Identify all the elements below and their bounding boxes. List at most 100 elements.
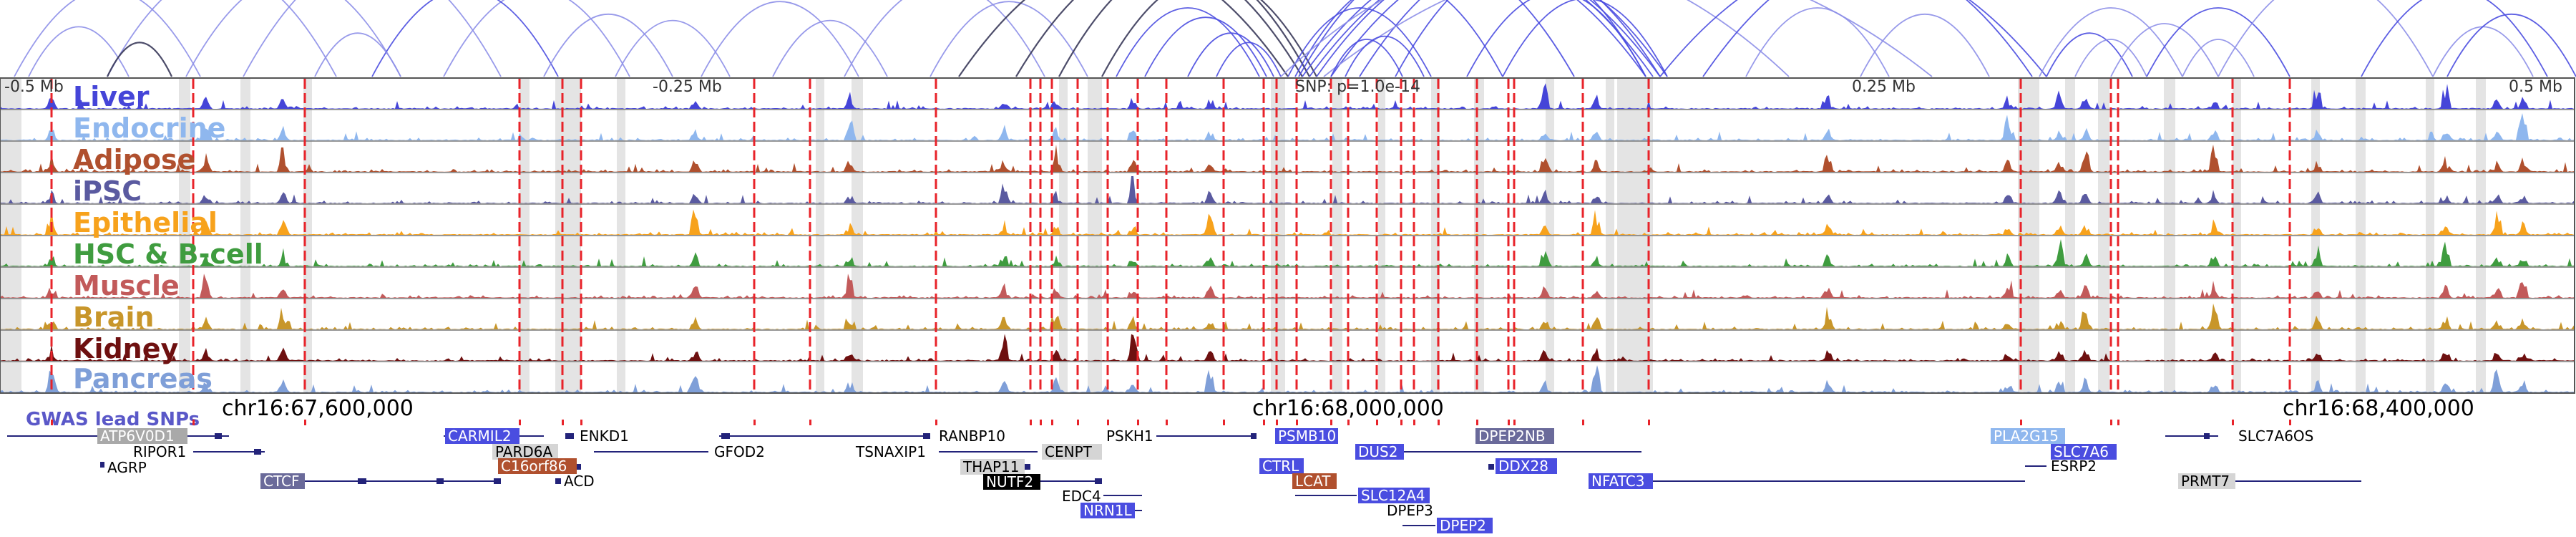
interaction-arc (1101, 0, 1317, 77)
gene-DPEP2NB[interactable]: DPEP2NB (1475, 427, 1554, 445)
interaction-arc (1287, 7, 1432, 77)
gene-mark (1488, 464, 1494, 470)
gene-label: NFATC3 (1591, 473, 1645, 490)
gene-RIPOR1[interactable]: RIPOR1 (133, 443, 186, 460)
gene-label: RIPOR1 (133, 443, 186, 460)
gene-ACD[interactable]: ACD (555, 473, 595, 490)
gene-NFATC3[interactable]: NFATC3 (1589, 473, 2025, 490)
gene-label-box (1589, 473, 1653, 489)
gene-label: THAP11 (962, 458, 1019, 475)
gene-label: SLC7A6 (2054, 443, 2109, 460)
gene-SLC12A4[interactable]: SLC12A4 (1295, 487, 1430, 504)
gene-PSMB10[interactable]: PSMB10 (1275, 427, 1338, 445)
interaction-arc (371, 0, 559, 77)
gene-label-box (260, 473, 305, 489)
gene-CARMIL2[interactable]: CARMIL2 (445, 427, 519, 445)
gene-EDC4[interactable]: EDC4 (1062, 488, 1142, 505)
gene-LCAT[interactable]: LCAT (1292, 473, 1337, 490)
gwas-snp-mark (1223, 420, 1225, 425)
interaction-arc (28, 26, 130, 77)
gwas-snp-mark (562, 420, 564, 425)
track-label-kidney: Kidney (73, 333, 178, 364)
gwas-snp-mark (2110, 420, 2112, 425)
interaction-arc (1187, 32, 1274, 77)
gwas-snp-mark (809, 420, 811, 425)
gene-label-box (1991, 428, 2065, 444)
interaction-arc (1745, 7, 1890, 77)
gene-label-box (1275, 428, 1338, 444)
interaction-arc (1302, 0, 1646, 77)
gwas-snp-mark (1263, 420, 1265, 425)
gene-label: CTRL (1262, 458, 1299, 475)
gwas-snp-mark (1276, 420, 1278, 425)
gene-label: DPEP3 (1387, 502, 1433, 519)
interaction-arc (543, 13, 673, 77)
gene-NRN1L[interactable]: NRN1L (1080, 502, 1142, 519)
gene-C16orf86[interactable]: C16orf86 (498, 458, 581, 475)
gene-mark (1095, 478, 1102, 484)
gene-label-box (1496, 458, 1557, 474)
gene-label-box (1358, 488, 1430, 503)
gwas-snp-mark (304, 420, 306, 425)
axis-tick-label: 0.5 Mb (2509, 78, 2562, 96)
gene-CTCF[interactable]: CTCF (260, 473, 305, 490)
gene-label-box (1475, 428, 1554, 444)
signal-track-pancreas (0, 365, 2575, 392)
gene-GFOD2[interactable]: GFOD2 (714, 443, 765, 460)
gene-label-box (960, 459, 1025, 475)
gene-PARD6A[interactable]: PARD6A (492, 443, 558, 460)
interaction-arcs-panel (14, 0, 2576, 77)
gene-label-box (2178, 473, 2235, 489)
gene-DPEP2[interactable]: DPEP2 (1402, 517, 1493, 534)
interaction-arc (1466, 0, 1646, 77)
gene-PLA2G15[interactable]: PLA2G15 (1991, 427, 2065, 445)
track-label-ipsc: iPSC (73, 175, 142, 207)
gwas-snp-mark (51, 420, 53, 425)
gene-AGRP[interactable]: AGRP (100, 459, 147, 476)
gene-TSNAXIP1[interactable]: TSNAXIP1 (855, 443, 1038, 460)
gene-SLC7A6[interactable]: SLC7A6 (2051, 443, 2117, 460)
gene-PSKH1[interactable]: PSKH1 (1106, 427, 1257, 445)
gwas-snp-mark (1438, 420, 1440, 425)
gwas-snp-mark (1648, 420, 1650, 425)
gene-CENPT[interactable]: CENPT (1042, 443, 1102, 460)
gene-PRMT7[interactable]: PRMT7 (2178, 473, 2361, 490)
track-label-muscle: Muscle (73, 270, 180, 301)
signal-track-liver (0, 83, 2575, 109)
gene-ENKD1[interactable]: ENKD1 (565, 427, 629, 445)
axis-tick-label: 0.25 Mb (1852, 78, 1916, 96)
gwas-snp-mark (1400, 420, 1402, 425)
gwas-snp-mark (1077, 420, 1079, 425)
gene-label-box (1437, 518, 1493, 533)
interaction-arc (1298, 0, 1575, 77)
track-label-adipose: Adipose (73, 144, 195, 175)
interaction-arc (1309, 0, 1661, 77)
gene-THAP11[interactable]: THAP11 (960, 458, 1030, 475)
gene-CTRL[interactable]: CTRL (1259, 458, 1304, 475)
gene-annotation-track: ATP6V0D1 RIPOR1 AGRP CTCF CARMIL2 PARD6A… (7, 427, 2361, 534)
gene-mark (577, 464, 581, 470)
gwas-snp-mark (1476, 420, 1478, 425)
gene-NUTF2[interactable]: NUTF2 (983, 473, 1102, 490)
gene-DDX28[interactable]: DDX28 (1488, 458, 1557, 475)
interaction-arc (844, 0, 1045, 77)
gene-label: PRMT7 (2181, 473, 2230, 490)
interaction-arc (1330, 0, 1668, 77)
interaction-arc (1116, 7, 1260, 77)
signal-track-endocrine (0, 113, 2575, 140)
gene-DPEP3[interactable]: DPEP3 (1387, 502, 1433, 519)
gene-ATP6V0D1[interactable]: ATP6V0D1 (97, 427, 187, 445)
interaction-arc (2432, 26, 2534, 77)
gene-DUS2[interactable]: DUS2 (1355, 443, 1641, 460)
gene-label: DDX28 (1498, 458, 1548, 475)
gwas-snp-mark (1330, 420, 1332, 425)
gene-RANBP10[interactable]: RANBP10 (939, 427, 1005, 445)
gene-ESRP2[interactable]: ESRP2 (2025, 458, 2097, 475)
gene-label: DPEP2 (1440, 517, 1486, 534)
signal-tracks (0, 83, 2575, 392)
gene-SLC7A6OS[interactable]: SLC7A6OS (2165, 427, 2313, 445)
signal-track-adipose (0, 145, 2575, 172)
gwas-snp-mark (753, 420, 756, 425)
gwas-snp-mark (1508, 420, 1510, 425)
